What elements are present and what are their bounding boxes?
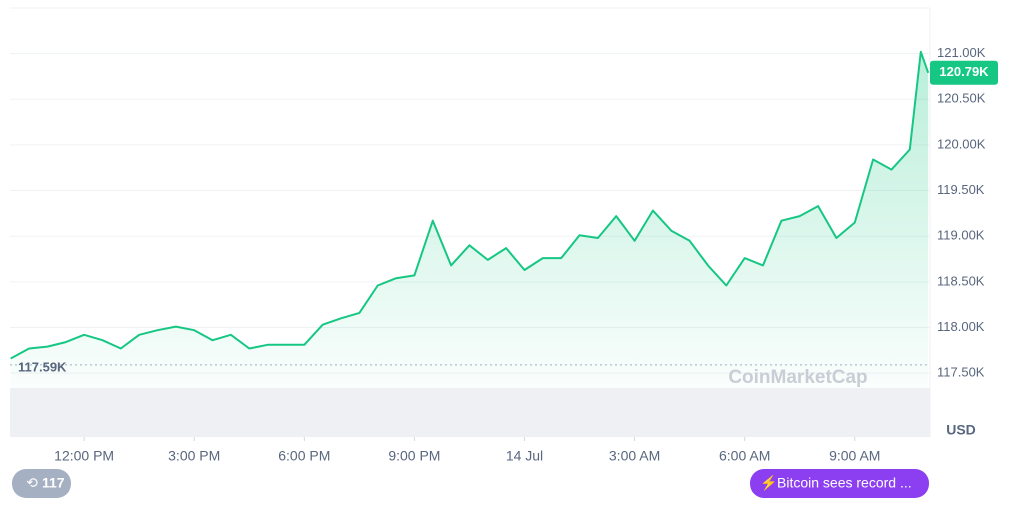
y-tick-label: 117.50K	[937, 365, 985, 380]
x-tick-label: 9:00 AM	[829, 448, 880, 464]
y-tick-label: 118.50K	[937, 273, 985, 288]
reference-label: 117.59K	[18, 359, 67, 374]
news-pill[interactable]	[750, 469, 929, 498]
x-tick-label: 14 Jul	[506, 448, 543, 464]
price-line	[10, 50, 930, 360]
y-tick-label: 121.00K	[937, 45, 986, 60]
x-tick-label: 6:00 PM	[278, 448, 330, 464]
x-tick-label: 12:00 PM	[54, 448, 114, 464]
news-text: Bitcoin sees record ...	[777, 475, 912, 491]
x-tick-label: 3:00 AM	[609, 448, 660, 464]
current-price-label: 120.79K	[939, 64, 989, 79]
x-tick-label: 9:00 PM	[388, 448, 440, 464]
y-tick-label: 119.00K	[937, 228, 985, 243]
volume-band	[10, 388, 930, 437]
history-icon: ⟲	[26, 475, 38, 491]
currency: USD	[946, 422, 976, 438]
y-tick-label: 120.50K	[937, 91, 986, 106]
watermark: CoinMarketCap	[728, 367, 867, 388]
current-price-badge	[930, 60, 998, 85]
history-button[interactable]	[12, 469, 71, 498]
y-tick-label: 118.00K	[937, 319, 985, 334]
area	[10, 51, 929, 389]
x-tick-label: 3:00 PM	[168, 448, 220, 464]
y-tick-label: 120.00K	[937, 136, 986, 151]
news-icon: ⚡	[760, 475, 777, 492]
history-count: 117	[42, 475, 65, 491]
x-tick-label: 6:00 AM	[719, 448, 770, 464]
y-tick-label: 119.50K	[937, 182, 985, 197]
